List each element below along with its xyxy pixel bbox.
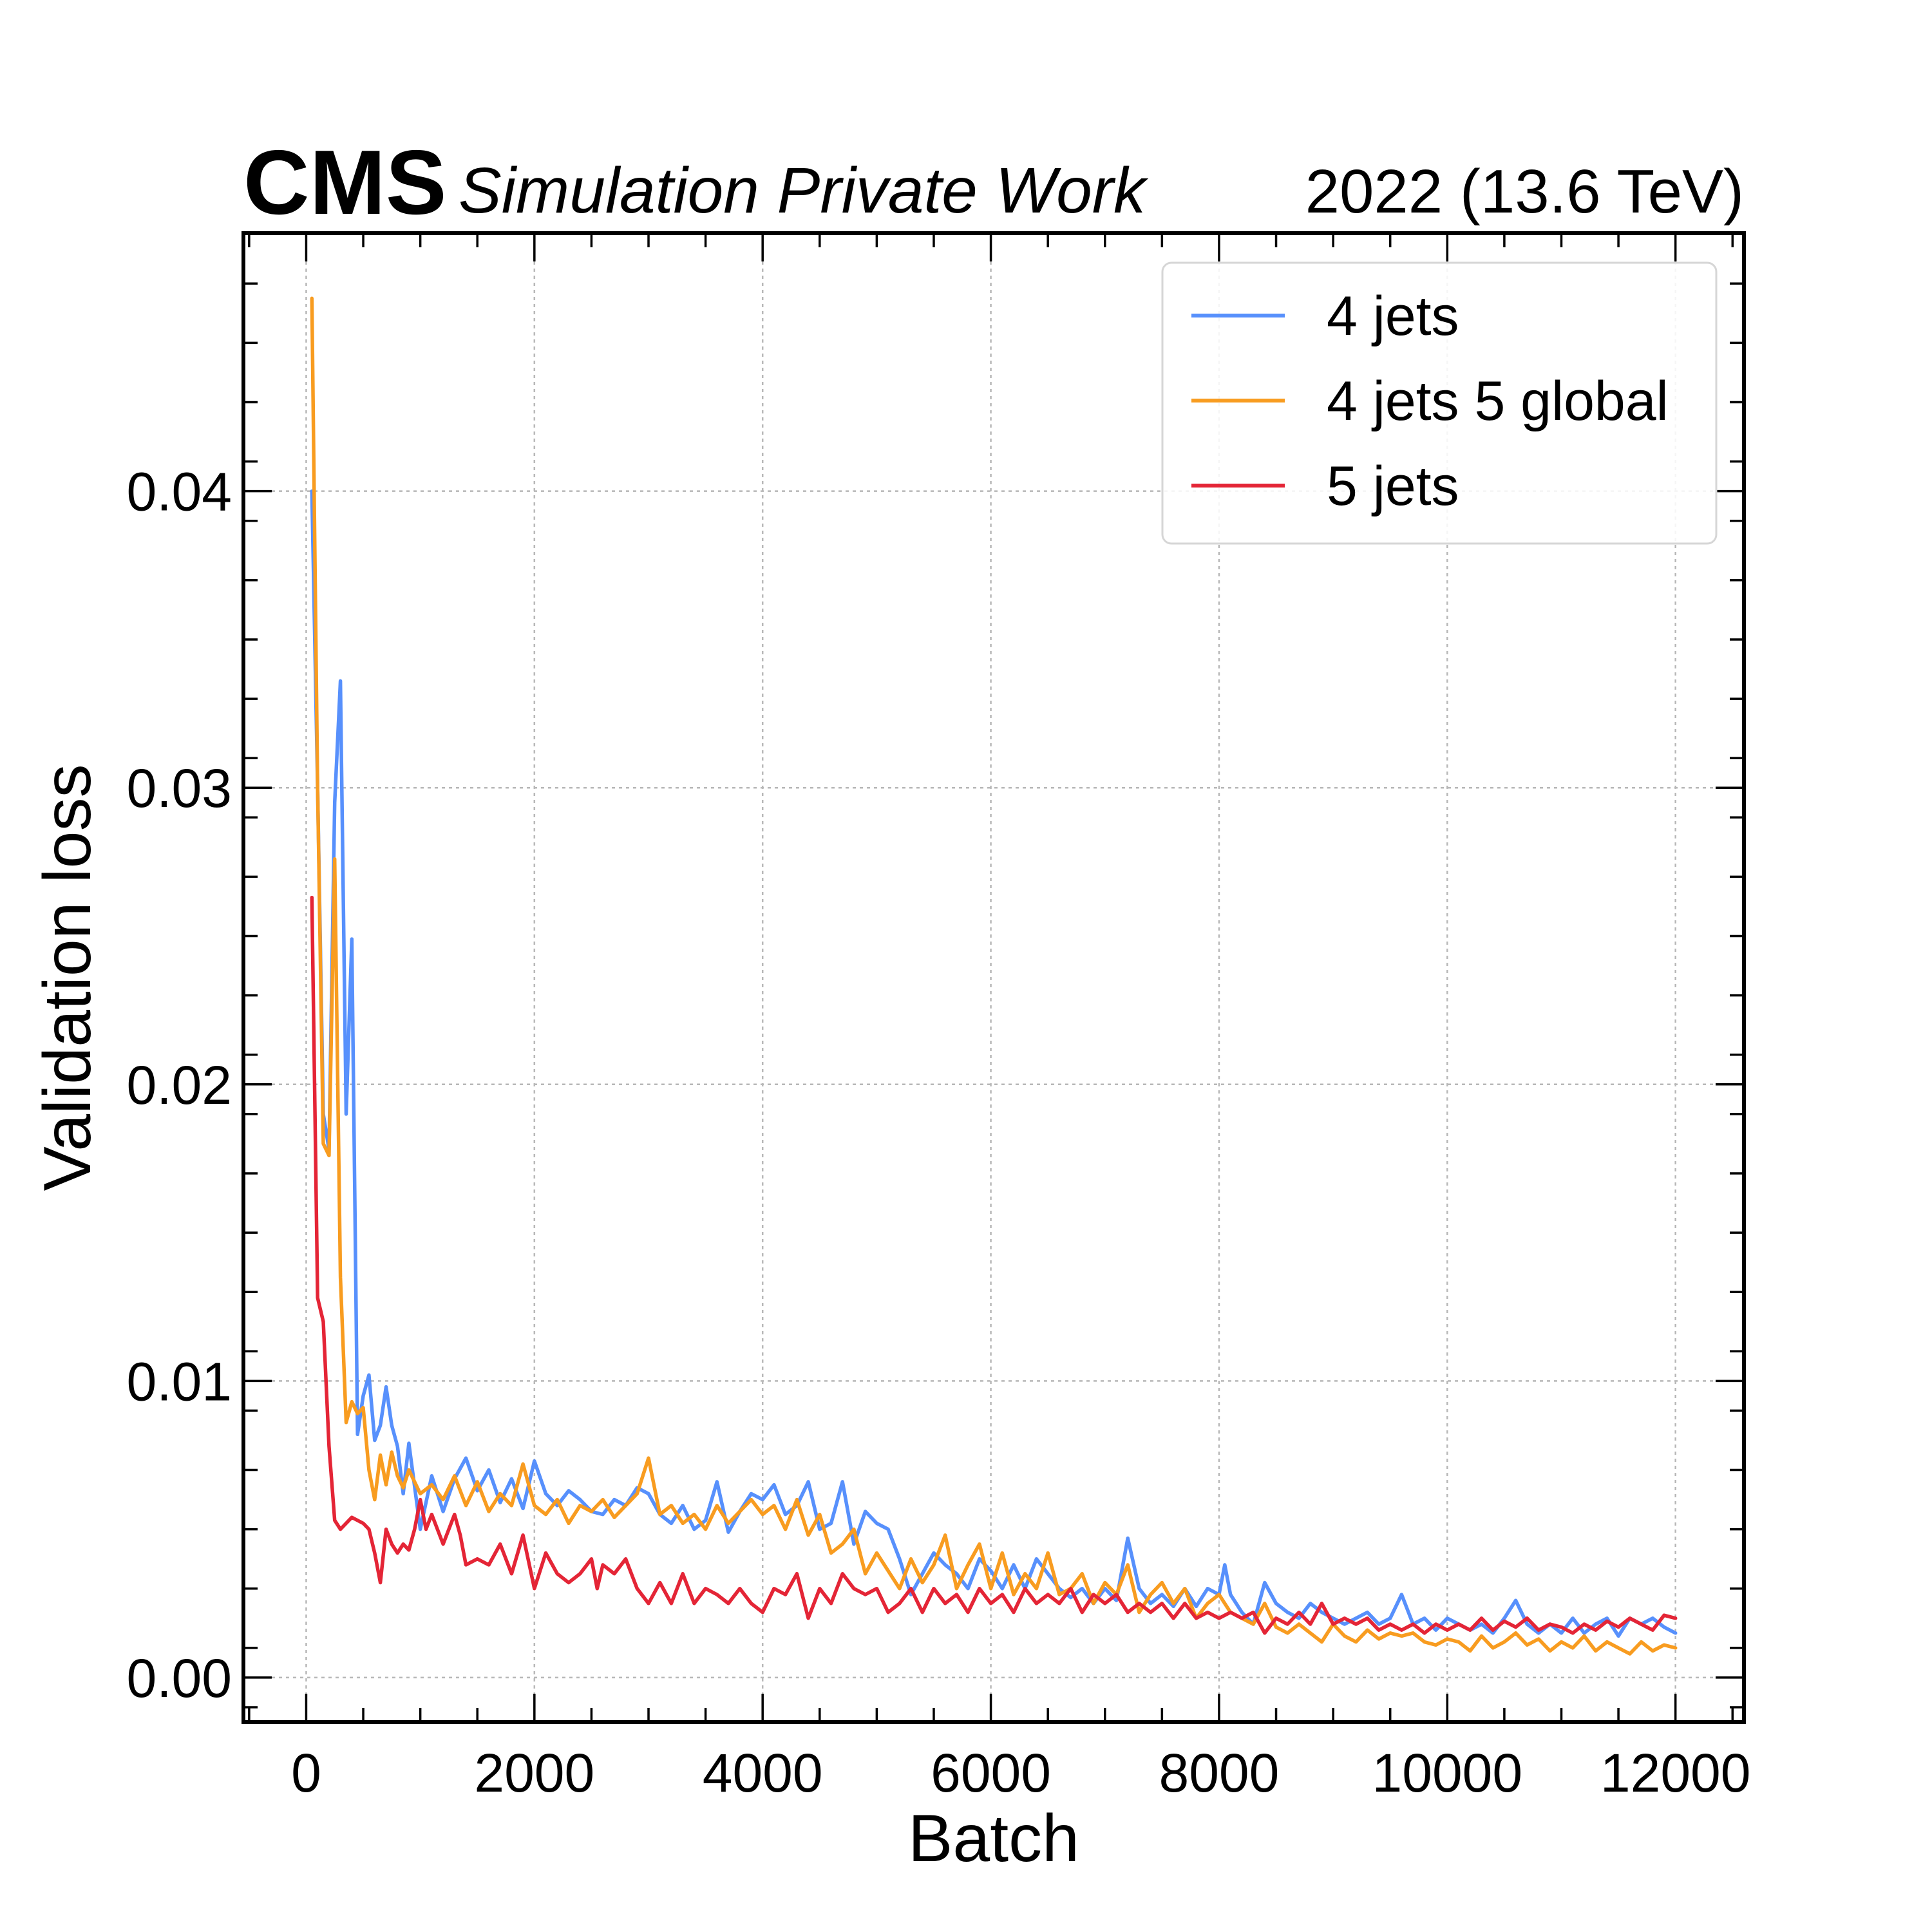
tick-labels: 0 2000 4000 6000 8000 10000 12000 0.00 0.01 0.02 0…: [127, 462, 1751, 1803]
x-tick-label: 12000: [1600, 1743, 1751, 1803]
experiment-label: CMS: [243, 131, 447, 234]
y-axis-title: Validation loss: [30, 764, 105, 1191]
series-line-5-jets: [310, 895, 1678, 1635]
legend-label: 5 jets: [1327, 455, 1459, 517]
x-tick-label: 2000: [474, 1743, 594, 1803]
legend-label: 4 jets: [1327, 285, 1459, 347]
y-tick-label: 0.00: [127, 1648, 232, 1709]
y-tick-label: 0.01: [127, 1351, 232, 1412]
axis-ticks: [243, 233, 1744, 1722]
y-tick-label: 0.02: [127, 1055, 232, 1115]
y-tick-label: 0.04: [127, 462, 232, 522]
legend-box: [1161, 261, 1718, 545]
x-tick-label: 4000: [703, 1743, 823, 1803]
x-tick-label: 10000: [1372, 1743, 1523, 1803]
series-lines: [310, 296, 1678, 1656]
plot-frame: [242, 231, 1746, 1724]
legend: 4 jets 4 jets 5 global 5 jets: [1161, 261, 1718, 545]
x-axis-title: Batch: [908, 1801, 1079, 1876]
x-tick-label: 0: [291, 1743, 321, 1803]
x-tick-label: 8000: [1159, 1743, 1280, 1803]
series-line-4-jets: [310, 489, 1678, 1638]
x-tick-label: 6000: [931, 1743, 1051, 1803]
series-line-4-jets-5-global: [310, 296, 1678, 1656]
legend-label: 4 jets 5 global: [1327, 370, 1669, 432]
y-tick-label: 0.03: [127, 758, 232, 819]
lumi-text: 2022 (13.6 TeV): [1305, 157, 1744, 226]
extra-text: Simulation Private Work: [459, 155, 1149, 227]
